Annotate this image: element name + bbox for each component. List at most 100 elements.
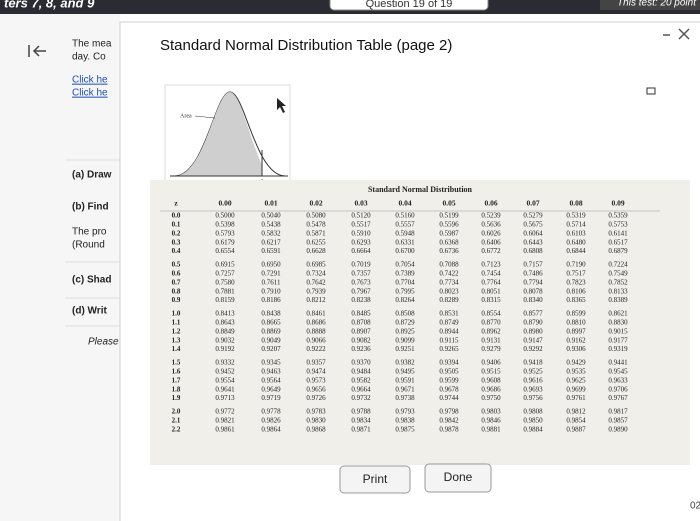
table-cell: 0.8413 — [215, 310, 235, 318]
table-cell: 0.9842 — [439, 417, 459, 425]
table-cell: 0.8577 — [523, 310, 543, 318]
table-cell: 0.9881 — [481, 425, 501, 433]
table-cell: 0.9382 — [395, 359, 415, 367]
table-cell: 0.9279 — [481, 345, 501, 353]
table-cell: 0.8023 — [439, 287, 459, 295]
table-cell: 0.9582 — [351, 376, 371, 384]
column-header: 0.04 — [398, 199, 411, 208]
table-cell: 0.9207 — [261, 345, 281, 353]
area-pointer — [194, 115, 216, 119]
table-cell: 0.9192 — [215, 345, 235, 353]
column-header: z — [174, 199, 178, 208]
table-cell: 0.9306 — [566, 345, 586, 353]
table-cell: 0.6736 — [439, 247, 459, 255]
table-cell: 0.8485 — [351, 310, 371, 318]
table-cell: 0.8849 — [215, 327, 235, 335]
table-cell: 0.9693 — [523, 385, 543, 393]
table-cell: 0.7357 — [351, 270, 371, 278]
table-cell: 0.6331 — [395, 238, 415, 246]
z-value: 1.6 — [172, 368, 181, 376]
window-controls[interactable] — [663, 28, 690, 40]
table-cell: 0.9887 — [566, 425, 586, 433]
table-cell: 0.9838 — [395, 417, 415, 425]
z-value: 1.2 — [172, 327, 181, 335]
table-cell: 0.9783 — [306, 408, 326, 416]
link-text[interactable]: Click he — [72, 88, 108, 99]
table-cell: 0.5832 — [261, 229, 281, 237]
sidebar-text: The pro — [72, 227, 107, 238]
score-box — [600, 0, 700, 10]
table-cell: 0.9812 — [566, 408, 586, 416]
page-background — [0, 14, 120, 521]
table-cell: 0.5675 — [523, 221, 543, 229]
table-cell: 0.7517 — [566, 270, 586, 278]
table-cell: 0.9573 — [306, 376, 326, 384]
table-cell: 0.6844 — [566, 247, 586, 255]
table-cell: 0.8159 — [215, 296, 235, 304]
table-cell: 0.6879 — [608, 247, 628, 255]
question-label: Question 19 of 19 — [366, 0, 453, 10]
table-cell: 0.6628 — [306, 247, 326, 255]
table-cell: 0.9525 — [523, 368, 543, 376]
table-background — [150, 180, 690, 465]
z-value: 0.6 — [172, 270, 181, 278]
done-button[interactable] — [424, 463, 492, 493]
expand-icon[interactable] — [646, 87, 656, 95]
table-cell: 0.9678 — [439, 385, 459, 393]
table-cell: 0.5040 — [261, 212, 281, 220]
column-header: 0.06 — [484, 199, 497, 208]
table-cell: 0.9345 — [261, 359, 281, 367]
table-cell: 0.5359 — [608, 212, 628, 220]
column-header: 0.05 — [442, 199, 455, 208]
table-cell: 0.5438 — [261, 221, 281, 229]
z-value: 1.7 — [172, 376, 181, 384]
question-tab[interactable] — [329, 0, 489, 11]
table-cell: 0.7324 — [306, 270, 326, 278]
table-cell: 0.7257 — [215, 270, 235, 278]
table-cell: 0.8264 — [395, 296, 415, 304]
table-cell: 0.7611 — [262, 278, 281, 286]
table-cell: 0.8686 — [306, 319, 326, 327]
table-cell: 0.9878 — [439, 425, 459, 433]
table-cell: 0.7291 — [261, 270, 281, 278]
table-cell: 0.9772 — [215, 408, 235, 416]
table-cell: 0.8830 — [608, 319, 628, 327]
table-cell: 0.9686 — [481, 385, 501, 393]
table-cell: 0.6480 — [566, 238, 586, 246]
table-cell: 0.9394 — [439, 359, 459, 367]
table-cell: 0.8708 — [351, 319, 371, 327]
back-icon[interactable] — [28, 45, 46, 57]
table-cell: 0.8962 — [481, 327, 501, 335]
print-button[interactable] — [339, 465, 411, 494]
column-header: 0.03 — [354, 199, 367, 208]
table-cell: 0.9706 — [608, 385, 628, 393]
table-cell: 0.9535 — [566, 368, 586, 376]
table-cell: 0.9625 — [566, 376, 586, 384]
table-cell: 0.9332 — [215, 359, 235, 367]
z-value: 0.8 — [172, 287, 181, 295]
table-cell: 0.8315 — [481, 296, 501, 304]
table-cell: 0.6808 — [523, 247, 543, 255]
table-cell: 0.8554 — [481, 310, 501, 318]
z-value: 0.5 — [172, 261, 181, 269]
link-text[interactable]: Click he — [72, 75, 108, 86]
table-cell: 0.8212 — [306, 296, 326, 304]
table-cell: 0.5793 — [215, 229, 235, 237]
table-cell: 0.9452 — [215, 368, 235, 376]
table-cell: 0.9564 — [261, 376, 281, 384]
sidebar-text: (Round — [72, 240, 105, 251]
table-cell: 0.8599 — [566, 310, 586, 318]
table: z 0.00 0.01 0.02 0.03 0.04 0.05 0.06 0.07 0.08 0.0… — [172, 199, 629, 434]
table-cell: 0.9664 — [351, 385, 371, 393]
table-cell: 0.9884 — [523, 425, 543, 433]
table-cell: 0.9846 — [481, 417, 501, 425]
table-cell: 0.9732 — [351, 394, 371, 402]
table-cell: 0.5160 — [395, 212, 415, 220]
column-header: 0.07 — [526, 199, 539, 208]
table-cell: 0.9406 — [481, 359, 501, 367]
table-cell: 0.9515 — [481, 368, 501, 376]
table-cell: 0.8289 — [439, 296, 459, 304]
z-value: 1.9 — [172, 394, 181, 402]
table-cell: 0.8770 — [481, 319, 501, 327]
